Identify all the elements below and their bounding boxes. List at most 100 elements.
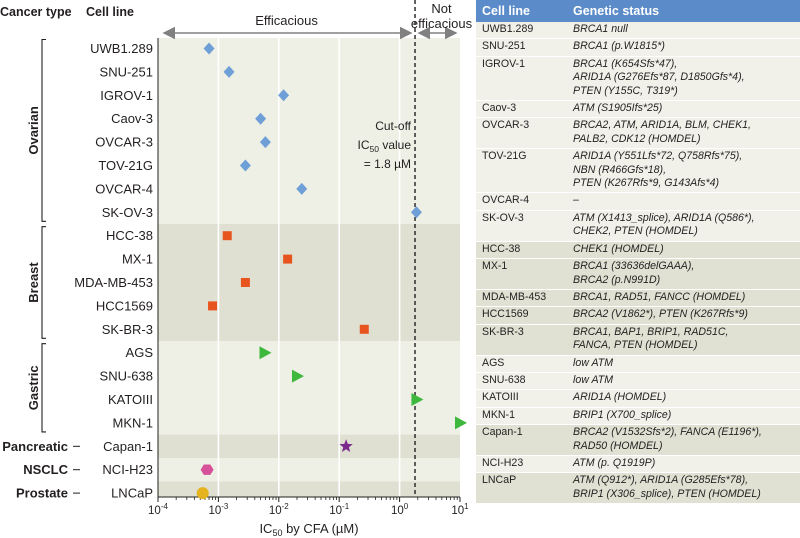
cancer-type-header: Cancer type (0, 5, 72, 19)
x-tick-label: 100 (391, 502, 409, 517)
table-cell-line: SK-OV-3 (476, 210, 567, 242)
table-genetic-status: ARID1A (Y551Lfs*72, Q758Rfs*75), NBN (R46… (567, 148, 800, 194)
table-genetic-status: BRCA1 (p.W1815*) (567, 38, 800, 57)
group-band (158, 481, 460, 497)
table-genetic-status: – (567, 192, 800, 211)
table-cell-line: SNU-638 (476, 372, 567, 391)
genetic-status-line: BRCA1 (K654Sfs*47), (573, 57, 678, 70)
table-row: SK-OV-3 ATM (X1413_splice), ARID1A (Q586*… (476, 210, 800, 242)
data-point-diamond (259, 136, 271, 149)
table-row: SNU-638 low ATM (476, 372, 800, 391)
table-genetic-status: BRCA2, ATM, ARID1A, BLM, CHEK1, PALB2, CD… (567, 117, 800, 150)
genetic-status-line: BRCA2 (V1862*), PTEN (K267Rfs*9) (573, 308, 748, 321)
cell-line-label: Caov-3 (111, 111, 153, 126)
cell-line-label: LNCaP (111, 486, 153, 501)
data-point-square (359, 324, 369, 334)
x-tick-label: 101 (451, 502, 469, 517)
x-tick-label: 10-3 (208, 502, 228, 517)
cell-line-label: UWB1.289 (90, 41, 153, 56)
table-genetic-status: BRCA1, BAP1, BRIP1, RAD51C, FANCA, PTEN (… (567, 324, 800, 356)
table-cell-line: MDA-MB-453 (476, 289, 567, 308)
data-point-diamond (255, 112, 267, 125)
genetic-status-line: BRCA1 null (573, 23, 628, 35)
table-cell-line: HCC1569 (476, 306, 567, 325)
table-genetic-status: CHEK1 (HOMDEL) (567, 241, 800, 260)
genetic-status-line: BRCA2 (p.N991D) (573, 273, 661, 286)
table-header-row: Cell line Genetic status (476, 0, 800, 22)
cell-line-label: OVCAR-3 (95, 135, 153, 150)
group-label: Gastric (26, 365, 41, 410)
data-point-triangle (455, 416, 467, 430)
genetic-status-line: BRCA1, RAD51, FANCC (HOMDEL) (573, 290, 746, 303)
table-cell-line: SK-BR-3 (476, 324, 567, 356)
group-bracket (41, 343, 46, 433)
table-row: LNCaP ATM (Q912*), ARID1A (G285Efs*78), BR… (476, 472, 800, 505)
x-axis-label: IC50 by CFA (µM) (259, 521, 358, 538)
table-cell-line: HCC-38 (476, 241, 567, 260)
genetic-status-line: ATM (p. Q1919P) (573, 456, 656, 469)
table-genetic-status: ATM (p. Q1919P) (567, 455, 800, 474)
data-point-triangle (291, 369, 304, 383)
group-label: NSCLC (23, 462, 68, 477)
data-point-diamond (239, 159, 251, 172)
not-efficacious-label: efficacious (411, 16, 473, 31)
cutoff-label: Cut-off (375, 119, 411, 133)
table-cell-line: IGROV-1 (476, 56, 567, 102)
group-label: Breast (26, 262, 41, 303)
genetic-status-line: BRCA1 (33636delGAAA), (573, 260, 695, 273)
genetic-status-line: PTEN (Y155C, T319*) (573, 84, 678, 97)
data-point-diamond (278, 89, 290, 102)
genetic-status-line: CHEK1 (HOMDEL) (573, 242, 664, 255)
data-point-triangle (259, 346, 272, 360)
table-genetic-status: ATM (X1413_splice), ARID1A (Q586*), CHEK2… (567, 210, 800, 242)
data-point-diamond (410, 206, 422, 219)
not-efficacious-label: Not (431, 1, 452, 16)
cell-line-header: Cell line (86, 5, 134, 19)
table-genetic-status: BRCA1 (33636delGAAA), BRCA2 (p.N991D) (567, 258, 800, 290)
group-label: Ovarian (26, 106, 41, 154)
data-point-diamond (203, 42, 215, 55)
genetic-status-line: low ATM (573, 373, 614, 386)
cell-line-label: SK-BR-3 (102, 322, 153, 337)
data-point-square (240, 278, 250, 287)
group-band (158, 434, 460, 458)
table-cell-line: NCI-H23 (476, 455, 567, 474)
group-label: Prostate (16, 486, 68, 501)
data-point-circle (196, 487, 209, 500)
data-point-hexagon (200, 464, 214, 475)
genetic-status-line: ARID1A (HOMDEL) (573, 391, 667, 404)
table-genetic-status: BRIP1 (X700_splice) (567, 407, 800, 426)
cell-line-label: SK-OV-3 (102, 205, 153, 220)
genetic-status-line: ATM (Q912*), ARID1A (G285Efs*78), (573, 474, 749, 487)
table-row: Caov-3 ATM (S1905Ifs*25) (476, 100, 800, 119)
table-genetic-status: BRCA1, RAD51, FANCC (HOMDEL) (567, 289, 800, 308)
table-row: AGS low ATM (476, 355, 800, 373)
data-point-diamond (296, 182, 308, 195)
genetic-status-line: RAD50 (HOMDEL) (573, 439, 663, 452)
table-cell-line: OVCAR-3 (476, 117, 567, 150)
table-row: UWB1.289 BRCA1 null (476, 22, 800, 40)
table-cell-line: AGS (476, 355, 567, 373)
table-row: IGROV-1 BRCA1 (K654Sfs*47), ARID1A (G276Ef… (476, 56, 800, 102)
table-cell-line: SNU-251 (476, 38, 567, 57)
table-row: NCI-H23 ATM (p. Q1919P) (476, 455, 800, 474)
data-point-diamond (223, 65, 235, 78)
genetic-status-line: NBN (R466Gfs*18), (573, 163, 667, 176)
cell-line-label: SNU-638 (100, 369, 153, 384)
genetic-status-line: low ATM (573, 356, 614, 369)
ic50-chart: 10-4 10-3 10-2 10-1 100 101 IC50 by CFA (µM) Ca… (0, 0, 473, 538)
table-genetic-status: ATM (S1905Ifs*25) (567, 100, 800, 119)
table-cell-line: MKN-1 (476, 407, 567, 426)
genetic-status-table-wrap: Cell line Genetic status UWB1.289 BRCA1 n… (476, 0, 800, 538)
table-cell-line: TOV-21G (476, 148, 567, 194)
genetic-status-line: CHEK2, PTEN (HOMDEL) (573, 225, 698, 238)
data-point-square (283, 254, 293, 264)
x-tick-label: 10-1 (329, 502, 349, 517)
group-bracket (41, 226, 46, 339)
cell-line-label: TOV-21G (98, 158, 153, 173)
table-genetic-status: ATM (Q912*), ARID1A (G285Efs*78), BRIP1 (… (567, 472, 800, 505)
genetic-status-line: BRCA2 (V1532Sfs*2), FANCA (E1196*), (573, 426, 762, 439)
table-row: OVCAR-4– (476, 192, 800, 211)
cell-line-label: Capan-1 (103, 439, 153, 454)
cell-line-label: MKN-1 (113, 415, 153, 430)
